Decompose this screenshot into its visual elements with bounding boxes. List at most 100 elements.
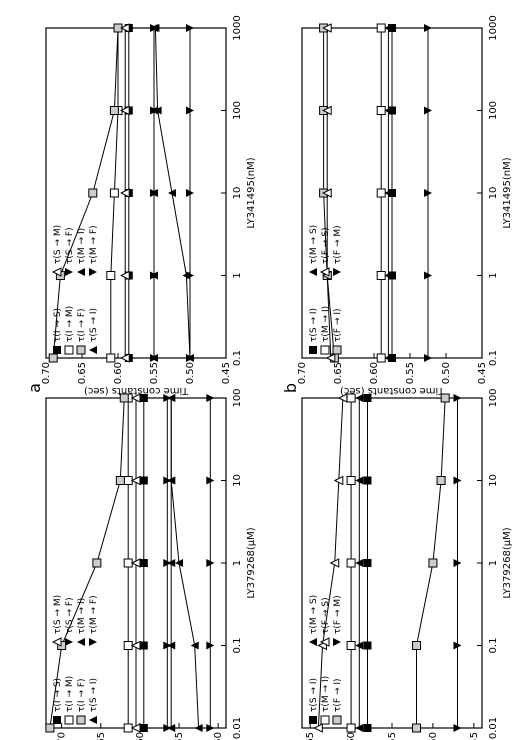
marker-open-triangle <box>313 723 323 733</box>
marker-square <box>309 716 317 724</box>
marker-down-triangle <box>424 271 432 280</box>
marker-open-square <box>64 715 74 725</box>
x-tick-label: 1000 <box>232 15 243 40</box>
marker-down-triangle <box>333 268 341 276</box>
marker-triangle <box>89 716 97 724</box>
marker-hatched-square <box>428 558 438 568</box>
marker-down-triangle <box>424 354 432 362</box>
legend-entry: τ(F → I) <box>333 308 343 342</box>
x-tick-label: 1 <box>488 560 499 566</box>
marker-open-triangle <box>120 23 130 33</box>
x-tick-label: 0.1 <box>232 350 243 366</box>
y-tick-label: 0.70 <box>297 362 308 384</box>
y-tick-label: 0.60 <box>113 362 124 384</box>
x-tick-label: 0.1 <box>488 638 499 654</box>
marker-down-triangle <box>453 394 462 402</box>
legend: τ(S → I) τ(M → I) τ(F → I) τ(M → S) τ(F → S)… <box>309 595 343 725</box>
x-tick-label: 10 <box>488 474 499 487</box>
y-tick-label: 0.60 <box>346 732 357 740</box>
legend-entry: τ(I → F) <box>77 678 87 712</box>
marker-square <box>363 724 372 732</box>
marker-down-triangle <box>186 354 194 362</box>
marker-open-square <box>376 106 386 115</box>
x-tick-label: 10 <box>488 187 499 200</box>
marker-hatched-square <box>76 345 86 355</box>
legend-entry: τ(I → S) <box>53 678 63 712</box>
marker-triangle <box>167 559 176 567</box>
marker-triangle <box>150 189 158 197</box>
marker-triangle <box>77 268 85 276</box>
legend-entry: τ(I → M) <box>65 676 75 712</box>
legend-entry: τ(S → M) <box>53 225 63 264</box>
marker-triangle <box>384 354 393 362</box>
marker-triangle <box>194 724 203 732</box>
marker-down-triangle <box>424 189 432 197</box>
y-tick-label: 0.65 <box>305 732 316 740</box>
marker-open-square <box>106 271 116 280</box>
y-tick-label: 0.55 <box>174 732 185 740</box>
x-tick-label: 1000 <box>488 15 499 40</box>
marker-triangle <box>384 189 393 197</box>
chart-panel-a: 0.1 1 10 100 1000 0.45 0.50 0.55 0.60 0.65 0.70 LY3… <box>25 15 257 396</box>
marker-hatched-square <box>332 715 342 725</box>
marker-hatched-square <box>119 393 129 403</box>
legend-entry: τ(S → I) <box>89 308 99 342</box>
x-tick-label: 1 <box>232 272 243 278</box>
marker-open-square <box>346 558 356 568</box>
chart-panel-b: 0.1 1 10 100 1000 0.45 0.50 0.55 0.60 0.65 0.70 LY3… <box>281 15 512 396</box>
marker-down-triangle <box>206 476 215 485</box>
marker-square <box>53 716 61 724</box>
legend: τ(S → I) τ(M → I) τ(F → I) τ(M → S) τ(F → S)… <box>309 225 343 355</box>
y-tick-label: 0.70 <box>41 362 52 384</box>
marker-open-square <box>376 353 386 363</box>
marker-open-triangle <box>322 105 332 116</box>
x-tick-label: 100 <box>488 101 499 120</box>
marker-open-triangle <box>130 640 141 651</box>
marker-open-triangle <box>120 353 130 363</box>
marker-down-triangle <box>65 638 73 646</box>
marker-hatched-square <box>48 353 58 363</box>
y-tick-label: 0.70 <box>57 732 68 740</box>
marker-open-triangle <box>322 23 332 33</box>
legend-entry: τ(F → M) <box>333 225 343 264</box>
marker-triangle <box>150 271 158 280</box>
marker-down-triangle <box>206 724 215 732</box>
x-tick-label: 10 <box>232 474 243 487</box>
chart-panel-c: 0.01 0.1 1 10 100 0.50 0.55 0.60 0.65 0.70 LY37926… <box>45 388 257 740</box>
marker-square <box>139 394 148 402</box>
marker-triangle <box>150 354 158 362</box>
legend-entry: τ(I → S) <box>53 308 63 342</box>
marker-open-triangle <box>130 393 141 403</box>
legend: τ(I → S) τ(I → M) τ(I → F) τ(S → I) τ(S → M)… <box>51 225 99 355</box>
y-axis-label: Time constants (sec) <box>84 385 189 396</box>
legend-entry: τ(M → S) <box>309 595 319 634</box>
marker-open-triangle <box>337 393 348 403</box>
y-tick-label: 0.45 <box>469 732 480 740</box>
legend-entry: τ(I → M) <box>65 306 75 342</box>
marker-down-triangle <box>206 394 215 402</box>
legend-entry: τ(F → I) <box>333 678 343 712</box>
legend-entry: τ(M → I) <box>77 228 87 264</box>
marker-down-triangle <box>65 268 73 276</box>
legend-entry: τ(I → F) <box>77 308 87 342</box>
y-tick-label: 0.45 <box>477 362 488 384</box>
legend-entry: τ(M → F) <box>89 595 99 634</box>
marker-triangle <box>384 24 393 32</box>
legend-entry: τ(S → F) <box>65 227 75 264</box>
marker-open-square <box>109 188 119 198</box>
marker-triangle <box>309 638 317 646</box>
marker-triangle <box>384 271 393 280</box>
marker-down-triangle <box>424 24 432 32</box>
marker-open-triangle <box>319 637 330 647</box>
y-tick-label: 0.50 <box>185 362 196 384</box>
marker-open-triangle <box>130 723 141 733</box>
marker-down-triangle <box>453 559 462 567</box>
marker-down-triangle <box>424 106 432 115</box>
marker-triangle <box>309 268 317 276</box>
marker-down-triangle <box>186 106 194 115</box>
marker-open-square <box>346 476 356 485</box>
legend-entry: τ(M → F) <box>89 225 99 264</box>
marker-down-triangle <box>453 641 462 650</box>
marker-square <box>139 641 148 650</box>
y-tick-label: 0.65 <box>96 732 107 740</box>
